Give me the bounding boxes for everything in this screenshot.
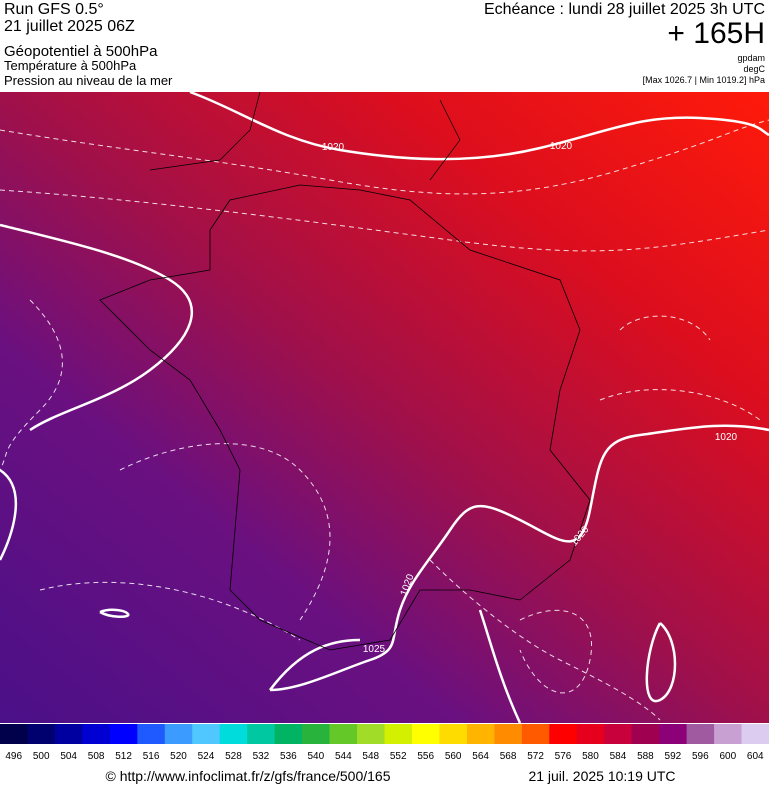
legend-label: 604 xyxy=(747,751,764,762)
legend-label: 516 xyxy=(143,751,160,762)
legend-swatch xyxy=(137,724,166,744)
legend-swatch xyxy=(439,724,468,744)
field: Pression au niveau de la mer xyxy=(4,73,173,88)
legend-label: 536 xyxy=(280,751,297,762)
map: 1020 1020 1020 1020 1020 1025 xyxy=(0,90,769,724)
legend-swatch xyxy=(164,724,193,744)
legend-label: 564 xyxy=(472,751,489,762)
legend-label: 500 xyxy=(33,751,50,762)
legend-swatch xyxy=(329,724,358,744)
legend-label: 524 xyxy=(198,751,215,762)
legend-label: 540 xyxy=(307,751,324,762)
legend-label: 556 xyxy=(417,751,434,762)
legend-label: 504 xyxy=(60,751,77,762)
unit: degC xyxy=(743,64,765,74)
map-background xyxy=(0,92,769,723)
lead-time: + 165H xyxy=(667,17,765,50)
legend-swatch xyxy=(302,724,331,744)
coastline xyxy=(149,91,461,181)
generated-time: 21 juil. 2025 10:19 UTC xyxy=(528,768,675,784)
legend-swatch xyxy=(686,724,715,744)
legend-swatch xyxy=(494,724,523,744)
legend-label: 580 xyxy=(582,751,599,762)
legend-swatch xyxy=(659,724,688,744)
range: [Max 1026.7 | Min 1019.2] hPa xyxy=(643,75,765,85)
run: Run GFS 0.5° xyxy=(4,1,104,18)
contour-label: 1020 xyxy=(715,432,738,443)
legend-swatch xyxy=(247,724,276,744)
legend-label: 548 xyxy=(362,751,379,762)
legend-swatch xyxy=(631,724,660,744)
legend-label: 532 xyxy=(253,751,270,762)
contour-label: 1025 xyxy=(363,644,386,655)
echeance: Echéance : lundi 28 juillet 2025 3h UTC xyxy=(484,1,765,18)
legend-label: 496 xyxy=(5,751,22,762)
legend-swatch xyxy=(604,724,633,744)
source-url: © http://www.infoclimat.fr/z/gfs/france/… xyxy=(106,768,391,784)
legend-label: 572 xyxy=(527,751,544,762)
pressure-contours xyxy=(0,90,769,724)
legend-swatch xyxy=(274,724,303,744)
legend-swatch xyxy=(466,724,495,744)
legend-swatch xyxy=(109,724,138,744)
legend-label: 560 xyxy=(445,751,462,762)
legend-swatch xyxy=(741,724,769,744)
color-legend: 496 500 504 508 512 516 520 524 528 532 536 540 544 5… xyxy=(0,724,769,762)
temperature-contours xyxy=(0,119,769,721)
legend-label: 592 xyxy=(665,751,682,762)
legend-label: 584 xyxy=(610,751,627,762)
legend-label: 508 xyxy=(88,751,105,762)
legend-swatch xyxy=(576,724,605,744)
legend-swatch xyxy=(82,724,111,744)
legend-swatch xyxy=(714,724,743,744)
legend-label: 568 xyxy=(500,751,517,762)
legend-swatch xyxy=(54,724,83,744)
legend-swatch xyxy=(357,724,385,744)
legend-swatch xyxy=(219,724,248,744)
legend-label: 520 xyxy=(170,751,187,762)
field: Température à 500hPa xyxy=(4,58,137,73)
legend-label: 552 xyxy=(390,751,407,762)
legend-label: 528 xyxy=(225,751,242,762)
legend-label: 596 xyxy=(692,751,709,762)
legend-label: 588 xyxy=(637,751,654,762)
legend-swatch xyxy=(549,724,578,744)
unit: gpdam xyxy=(737,53,765,63)
country-outline xyxy=(99,184,591,651)
legend-swatch xyxy=(521,724,550,744)
legend-swatch xyxy=(0,724,28,744)
legend-swatch xyxy=(192,724,221,744)
legend-label: 576 xyxy=(555,751,572,762)
run-date: 21 juillet 2025 06Z xyxy=(4,18,135,35)
legend-swatch xyxy=(384,724,413,744)
legend-swatch xyxy=(27,724,56,744)
legend-label: 544 xyxy=(335,751,352,762)
contour-label: 1020 xyxy=(322,142,345,153)
legend-label: 512 xyxy=(115,751,132,762)
legend-label: 600 xyxy=(719,751,736,762)
field: Géopotentiel à 500hPa xyxy=(4,43,158,60)
legend-swatch xyxy=(411,724,440,744)
contour-label: 1020 xyxy=(550,141,573,152)
